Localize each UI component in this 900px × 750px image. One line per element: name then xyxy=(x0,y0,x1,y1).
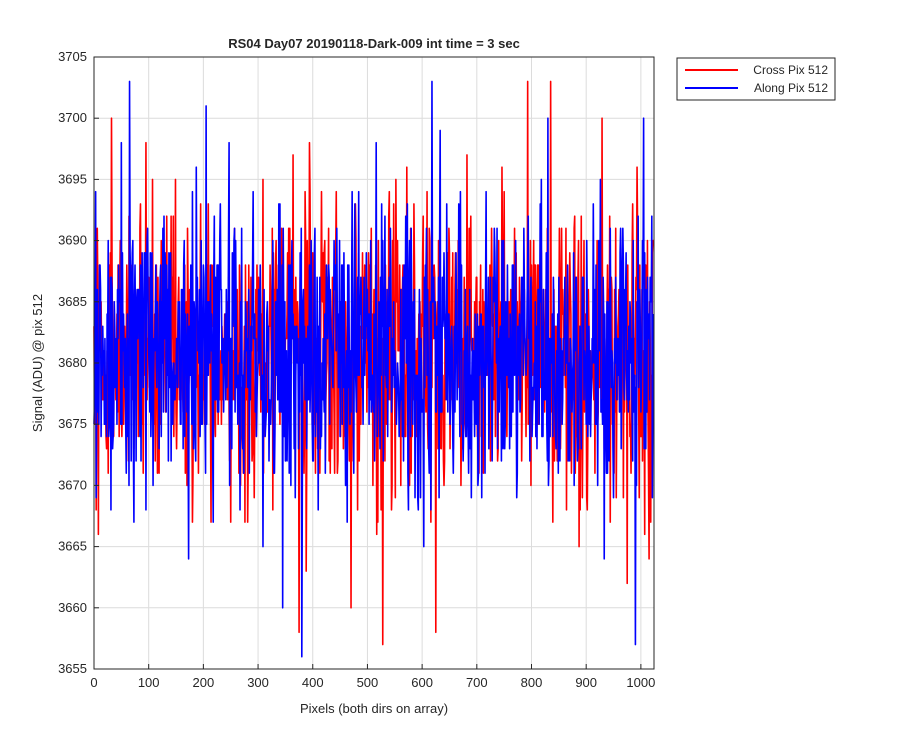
x-tick-label: 100 xyxy=(138,675,160,690)
legend-box xyxy=(676,57,836,101)
legend-label-along: Along Pix 512 xyxy=(754,81,828,95)
y-tick-label: 3655 xyxy=(58,661,87,676)
chart-title: RS04 Day07 20190118-Dark-009 int time = … xyxy=(228,36,520,51)
x-axis-label: Pixels (both dirs on array) xyxy=(300,701,448,716)
x-tick-label: 600 xyxy=(411,675,433,690)
x-tick-label: 200 xyxy=(193,675,215,690)
legend-label-cross: Cross Pix 512 xyxy=(753,63,828,77)
x-tick-label: 900 xyxy=(575,675,597,690)
y-tick-label: 3700 xyxy=(58,110,87,125)
y-tick-label: 3670 xyxy=(58,477,87,492)
x-tick-label: 300 xyxy=(247,675,269,690)
x-tick-label: 700 xyxy=(466,675,488,690)
y-tick-label: 3665 xyxy=(58,539,87,554)
y-tick-label: 3680 xyxy=(58,355,87,370)
series-line-along-pix xyxy=(93,80,655,658)
y-tick-label: 3690 xyxy=(58,233,87,248)
legend: Cross Pix 512 Along Pix 512 xyxy=(676,57,836,101)
x-tick-label: 1000 xyxy=(626,675,655,690)
y-tick-label: 3695 xyxy=(58,171,87,186)
ticks: 0 100 200 300 400 500 600 700 800 900 1000 3655 3660… xyxy=(58,49,655,690)
x-tick-label: 0 xyxy=(90,675,97,690)
x-tick-label: 400 xyxy=(302,675,324,690)
y-tick-label: 3705 xyxy=(58,49,87,64)
y-tick-label: 3660 xyxy=(58,600,87,615)
y-axis-label: Signal (ADU) @ pix 512 xyxy=(30,294,45,432)
x-tick-label: 800 xyxy=(521,675,543,690)
x-tick-label: 500 xyxy=(357,675,379,690)
series-layer xyxy=(93,80,655,658)
y-tick-label: 3675 xyxy=(58,416,87,431)
y-tick-label: 3685 xyxy=(58,294,87,309)
